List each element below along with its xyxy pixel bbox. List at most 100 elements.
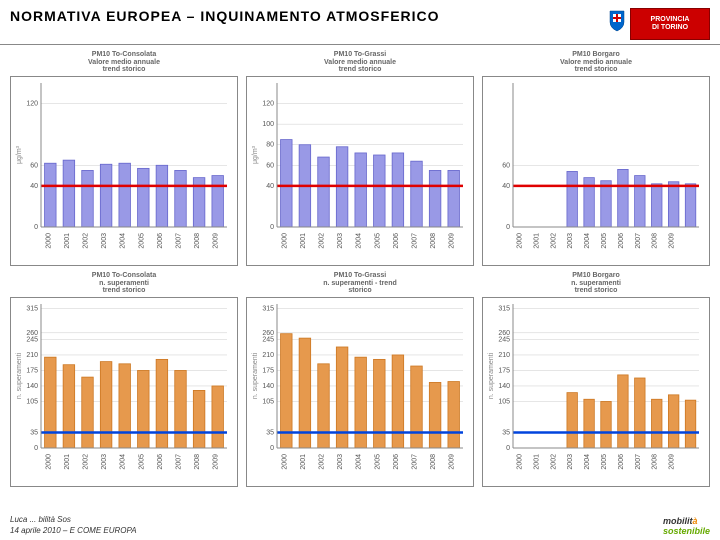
svg-text:210: 210 [498, 352, 510, 359]
bar [100, 362, 112, 448]
svg-text:80: 80 [266, 142, 274, 149]
svg-text:315: 315 [498, 306, 510, 313]
page-title: NORMATIVA EUROPEA – INQUINAMENTO ATMOSFE… [10, 8, 608, 24]
bar [138, 168, 150, 227]
svg-text:2007: 2007 [412, 454, 419, 470]
svg-text:2000: 2000 [516, 454, 523, 470]
bar [374, 360, 386, 449]
svg-text:2008: 2008 [652, 454, 659, 470]
svg-text:2008: 2008 [194, 454, 201, 470]
bar [45, 357, 57, 448]
svg-text:2003: 2003 [101, 233, 108, 249]
chart-title: PM10 BorgaroValore medio annualetrend st… [482, 51, 710, 74]
svg-text:2008: 2008 [430, 454, 437, 470]
charts-grid: PM10 To-ConsolataValore medio annualetre… [0, 45, 720, 485]
svg-text:2008: 2008 [430, 233, 437, 249]
svg-text:n. superamenti: n. superamenti [488, 353, 495, 400]
chart-cell-2: PM10 BorgaroValore medio annualetrend st… [482, 51, 710, 266]
bar [175, 371, 187, 449]
svg-text:2001: 2001 [300, 233, 307, 249]
footer-author: Luca ... bilità Sos [10, 515, 137, 525]
mob-w3: sostenibile [663, 526, 710, 536]
bar [448, 382, 460, 448]
bar [119, 364, 131, 448]
bar [119, 163, 131, 227]
svg-text:245: 245 [26, 337, 38, 344]
svg-text:2008: 2008 [652, 233, 659, 249]
svg-text:2006: 2006 [618, 233, 625, 249]
svg-text:2005: 2005 [374, 454, 381, 470]
chart-svg: 0351051401752102452603152000200120022003… [247, 298, 469, 486]
svg-text:2002: 2002 [319, 454, 326, 470]
bar [411, 161, 423, 227]
bar [318, 364, 330, 448]
svg-text:260: 260 [262, 330, 274, 337]
chart-cell-3: PM10 To-Consolatan. superamentitrend sto… [10, 272, 238, 487]
bar [45, 163, 57, 227]
svg-text:210: 210 [262, 352, 274, 359]
bar [156, 165, 168, 227]
svg-text:35: 35 [266, 430, 274, 437]
svg-text:0: 0 [506, 445, 510, 452]
provincia-logo: PROVINCIA DI TORINO [630, 8, 710, 40]
bar [82, 170, 94, 227]
logo-line2: DI TORINO [652, 24, 688, 31]
svg-text:2002: 2002 [83, 454, 90, 470]
plot-box: 0406020002001200220032004200520062007200… [482, 76, 710, 266]
chart-svg: 0351051401752102452603152000200120022003… [483, 298, 705, 486]
bar [100, 164, 112, 227]
chart-title: PM10 To-GrassiValore medio annualetrend … [246, 51, 474, 74]
svg-text:260: 260 [26, 330, 38, 337]
svg-text:2005: 2005 [138, 233, 145, 249]
svg-text:2007: 2007 [635, 454, 642, 470]
bar [193, 391, 205, 449]
svg-text:2005: 2005 [374, 233, 381, 249]
svg-text:2001: 2001 [533, 233, 540, 249]
svg-text:2004: 2004 [356, 454, 363, 470]
svg-text:2000: 2000 [45, 454, 52, 470]
footer-event: 14 aprile 2010 – E COME EUROPA [10, 526, 137, 536]
svg-text:μg/m³: μg/m³ [16, 145, 23, 164]
mob-w1: mobilit [663, 516, 693, 526]
bar [601, 402, 611, 449]
svg-text:120: 120 [26, 101, 38, 108]
chart-title: PM10 To-ConsolataValore medio annualetre… [10, 51, 238, 74]
svg-text:210: 210 [26, 352, 38, 359]
svg-text:2000: 2000 [45, 233, 52, 249]
svg-text:245: 245 [498, 337, 510, 344]
bar [281, 334, 293, 448]
plot-box: 0351051401752102452603152000200120022003… [482, 297, 710, 487]
svg-text:60: 60 [30, 162, 38, 169]
svg-text:315: 315 [262, 306, 274, 313]
svg-text:2006: 2006 [393, 233, 400, 249]
svg-text:2009: 2009 [449, 454, 456, 470]
svg-text:245: 245 [262, 337, 274, 344]
bar [685, 400, 695, 448]
svg-text:2001: 2001 [300, 454, 307, 470]
svg-text:2005: 2005 [138, 454, 145, 470]
svg-text:2007: 2007 [635, 233, 642, 249]
svg-text:60: 60 [266, 162, 274, 169]
crest-icon [608, 8, 626, 32]
svg-text:2007: 2007 [412, 233, 419, 249]
plot-box: 0406080100120200020012002200320042005200… [246, 76, 474, 266]
svg-text:120: 120 [262, 101, 274, 108]
bar [355, 153, 367, 227]
svg-text:2008: 2008 [194, 233, 201, 249]
svg-text:2002: 2002 [550, 454, 557, 470]
svg-text:2009: 2009 [669, 233, 676, 249]
svg-text:140: 140 [26, 383, 38, 390]
svg-text:175: 175 [262, 368, 274, 375]
svg-text:2000: 2000 [281, 233, 288, 249]
svg-text:2004: 2004 [120, 454, 127, 470]
svg-text:n. superamenti: n. superamenti [16, 353, 23, 400]
svg-text:2003: 2003 [567, 233, 574, 249]
chart-title: PM10 To-Grassin. superamenti - trendstor… [246, 272, 474, 295]
svg-text:0: 0 [506, 224, 510, 231]
svg-text:2009: 2009 [669, 454, 676, 470]
bar [392, 355, 404, 448]
bar [374, 155, 386, 227]
bar [567, 393, 577, 448]
svg-text:105: 105 [498, 399, 510, 406]
svg-text:2004: 2004 [584, 233, 591, 249]
